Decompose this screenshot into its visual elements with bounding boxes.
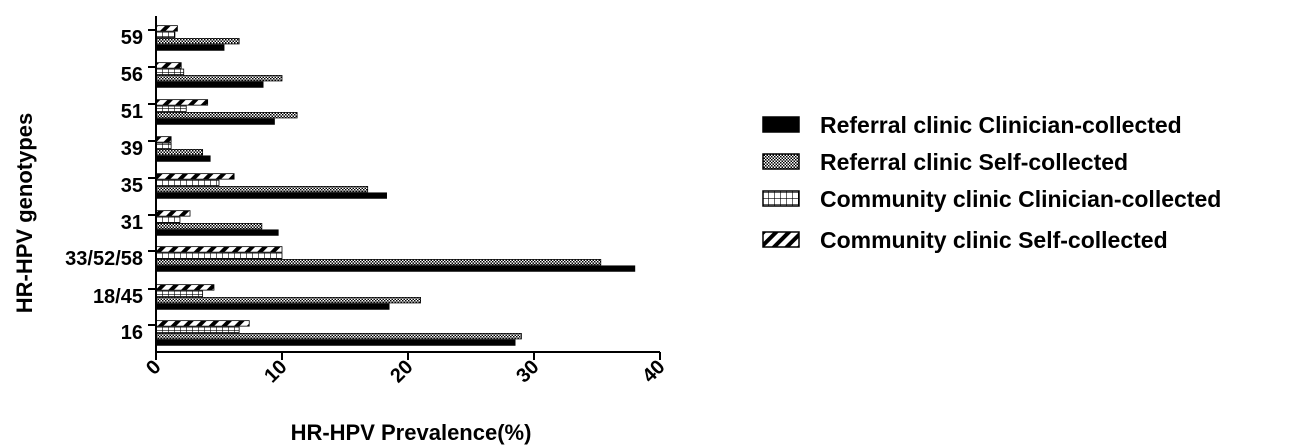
bar-35-series-1 — [155, 192, 387, 199]
y-tick-label: 16 — [121, 322, 143, 344]
bar-59-series-4 — [155, 25, 178, 32]
bar-31-series-2 — [155, 223, 263, 230]
x-tick-label: 30 — [512, 356, 543, 387]
y-tick-label: 39 — [121, 138, 143, 160]
bar-33-52-58-series-1 — [155, 265, 636, 272]
y-tick-label: 35 — [121, 175, 143, 197]
legend-label-4: Community clinic Self-collected — [820, 227, 1168, 253]
bar-16-series-1 — [155, 339, 516, 346]
y-ticks: 16 18/45 33/52/58 31 35 39 51 56 59 — [65, 27, 156, 344]
x-ticks: 0 10 20 30 40 — [142, 352, 670, 387]
bar-51-series-2 — [155, 112, 298, 119]
bar-18-45-series-1 — [155, 303, 390, 310]
y-tick-label: 33/52/58 — [65, 248, 143, 270]
bar-56-series-1 — [155, 81, 264, 88]
legend-swatch-2 — [762, 153, 800, 170]
bar-18-45-series-3 — [155, 290, 204, 297]
y-axis-title: HR-HPV genotypes — [12, 113, 37, 313]
y-tick-label: 59 — [121, 27, 143, 49]
x-tick-label: 20 — [386, 356, 417, 387]
bar-59-series-3 — [155, 31, 176, 38]
bar-56-series-3 — [155, 68, 185, 75]
y-tick-label: 18/45 — [93, 286, 143, 308]
x-tick-label: 0 — [142, 356, 165, 379]
bar-31-series-3 — [155, 216, 181, 223]
bar-16-series-3 — [155, 326, 240, 333]
bar-35-series-2 — [155, 186, 369, 193]
bar-16-series-2 — [155, 333, 522, 340]
bar-59-series-2 — [155, 38, 240, 45]
legend-label-3: Community clinic Clinician-collected — [820, 186, 1221, 212]
bar-33-52-58-series-3 — [155, 252, 283, 259]
bar-39-series-3 — [155, 142, 172, 149]
bar-33-52-58-series-2 — [155, 259, 602, 266]
bar-39-series-2 — [155, 149, 204, 156]
legend-label-1: Referral clinic Clinician-collected — [820, 112, 1182, 138]
legend-swatch-3 — [762, 190, 800, 207]
bars-layer — [155, 25, 636, 346]
bar-51-series-3 — [155, 105, 187, 112]
legend: Referral clinic Clinician-collected Refer… — [762, 112, 1221, 253]
bar-51-series-1 — [155, 118, 275, 125]
legend-swatch-4 — [762, 231, 800, 248]
x-axis-title: HR-HPV Prevalence(%) — [291, 420, 532, 445]
bar-39-series-4 — [155, 136, 172, 143]
bar-31-series-1 — [155, 229, 279, 236]
bar-18-45-series-4 — [155, 284, 215, 291]
bar-56-series-2 — [155, 75, 283, 82]
bar-35-series-4 — [155, 173, 235, 180]
bar-33-52-58-series-4 — [155, 246, 283, 253]
bar-31-series-4 — [155, 210, 191, 217]
bar-51-series-4 — [155, 99, 209, 106]
bar-35-series-3 — [155, 179, 220, 186]
x-tick-label: 40 — [638, 356, 669, 387]
bar-39-series-1 — [155, 155, 211, 162]
bar-18-45-series-2 — [155, 297, 422, 304]
y-tick-label: 56 — [121, 64, 143, 86]
y-tick-label: 51 — [121, 101, 143, 123]
x-tick-label: 10 — [260, 356, 291, 387]
bar-16-series-4 — [155, 320, 250, 327]
legend-label-2: Referral clinic Self-collected — [820, 149, 1128, 175]
legend-swatch-1 — [762, 116, 800, 133]
bar-59-series-1 — [155, 44, 225, 51]
y-tick-label: 31 — [121, 212, 143, 234]
bar-56-series-4 — [155, 62, 182, 69]
